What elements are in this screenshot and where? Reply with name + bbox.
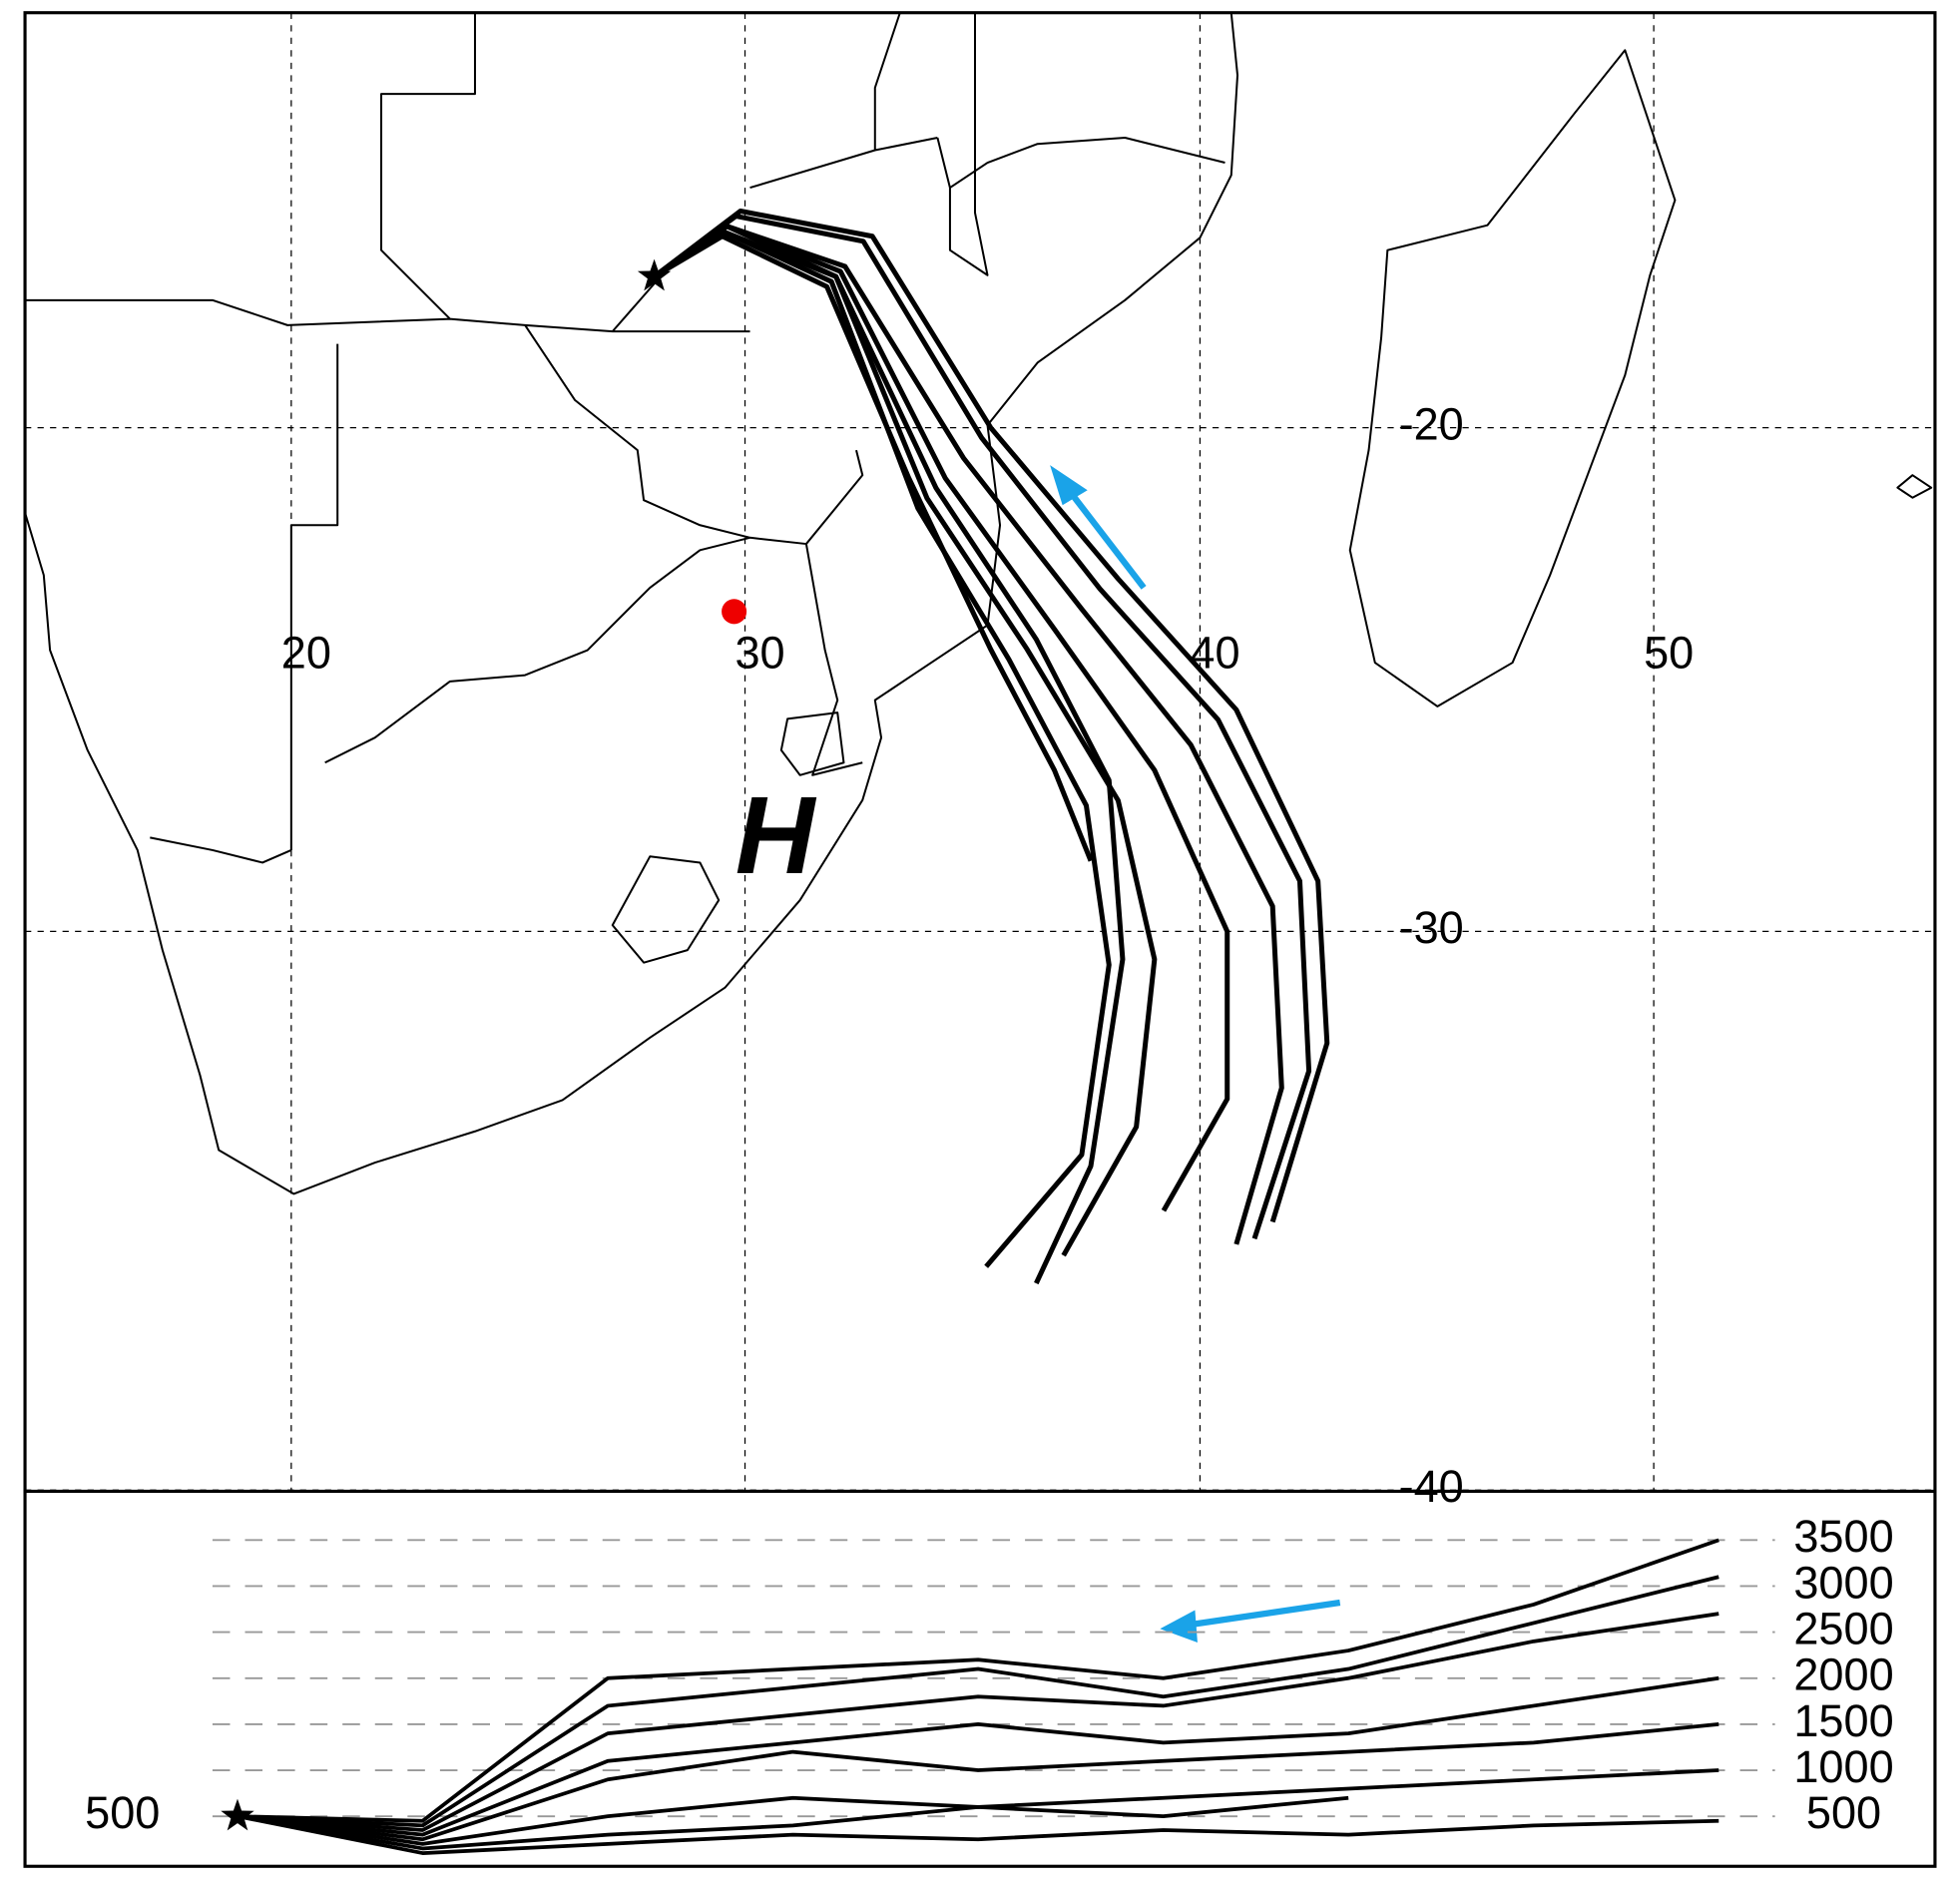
trajectory	[653, 224, 1126, 1285]
height-tick-label: 2000	[1793, 1649, 1893, 1700]
site-marker	[722, 599, 747, 625]
lon-label: 20	[281, 628, 331, 679]
lon-label: 30	[735, 628, 784, 679]
lat-label: -20	[1399, 398, 1464, 449]
trajectory	[653, 234, 1094, 862]
height-tick-label: 500	[1806, 1787, 1881, 1838]
trajectory-height	[237, 1675, 1719, 1837]
start-height-marker	[221, 1798, 254, 1831]
trajectory	[653, 229, 1112, 1268]
start-height-label: 500	[85, 1787, 160, 1838]
annotations	[1050, 465, 1341, 1644]
map-frame	[23, 11, 1937, 1494]
height-tick-label: 3000	[1793, 1557, 1893, 1608]
trajectory	[653, 214, 1312, 1240]
trajectory-height	[237, 1538, 1719, 1823]
height-tick-label: 1000	[1793, 1741, 1893, 1792]
trajectory-height	[237, 1795, 1349, 1851]
height-tick-label: 1500	[1793, 1695, 1893, 1746]
coastlines	[24, 12, 1933, 1195]
trajectory	[653, 209, 1330, 1223]
lat-label: -30	[1399, 902, 1464, 953]
start-marker	[637, 258, 672, 291]
lat-label: -40	[1399, 1461, 1464, 1512]
trajectory-height	[237, 1722, 1719, 1842]
height-tick-label: 3500	[1793, 1511, 1893, 1562]
trajectory-height	[237, 1612, 1719, 1832]
trajectory-height	[237, 1814, 1719, 1855]
lon-label: 40	[1190, 628, 1239, 679]
high-pressure-label: H	[735, 774, 817, 897]
height-tick-label: 2500	[1793, 1604, 1893, 1654]
lon-label: 50	[1644, 628, 1694, 679]
trajectory-height	[237, 1575, 1719, 1828]
